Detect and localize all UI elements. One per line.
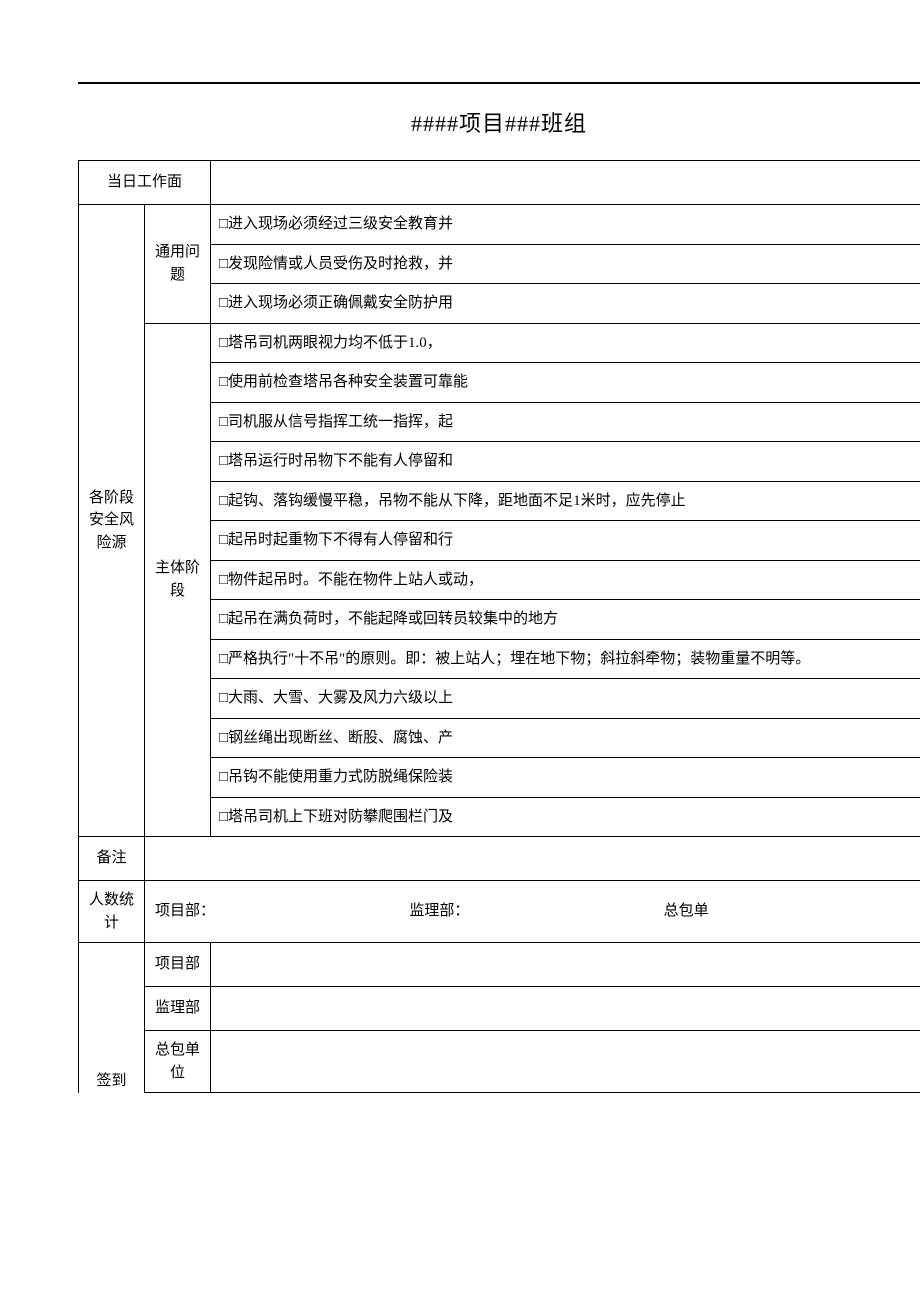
main-item: □使用前检查塔吊各种安全装置可靠能 xyxy=(211,363,920,403)
signin-supervisor-value xyxy=(211,987,920,1031)
general-item: □发现险情或人员受伤及时抢救，并 xyxy=(211,244,920,284)
signin-project-value xyxy=(211,943,920,987)
signin-supervisor-label: 监理部 xyxy=(145,987,211,1031)
workface-label: 当日工作面 xyxy=(79,161,211,205)
general-section-label: 通用问题 xyxy=(145,205,211,324)
count-contractor: 总包单 xyxy=(660,900,914,923)
main-item: □吊钩不能使用重力式防脱绳保险装 xyxy=(211,758,920,798)
count-fields: 项目部： 监理部： 总包单 xyxy=(145,881,920,943)
header-row: 当日工作面 xyxy=(79,161,920,205)
count-label: 人数统计 xyxy=(79,881,145,943)
general-item: □进入现场必须正确佩戴安全防护用 xyxy=(211,284,920,324)
risk-section-label: 各阶段安全风险源 xyxy=(79,205,145,837)
main-item: □物件起吊时。不能在物件上站人或动， xyxy=(211,560,920,600)
remark-row: 备注 xyxy=(79,837,920,881)
main-section-label: 主体阶段 xyxy=(145,323,211,837)
signin-contractor-value xyxy=(211,1031,920,1093)
main-item: □严格执行"十不吊"的原则。即：被上站人；埋在地下物；斜拉斜牵物；装物重量不明等… xyxy=(211,639,920,679)
main-item: □起吊在满负荷时，不能起降或回转员较集中的地方 xyxy=(211,600,920,640)
main-table: 当日工作面 各阶段安全风险源 通用问题 □进入现场必须经过三级安全教育并 □发现… xyxy=(78,160,920,1093)
signin-contractor-label: 总包单位 xyxy=(145,1031,211,1093)
remark-label: 备注 xyxy=(79,837,145,881)
main-item: □司机服从信号指挥工统一指挥，起 xyxy=(211,402,920,442)
remark-value xyxy=(145,837,920,881)
signin-label: 签到 xyxy=(79,943,145,1093)
main-item: □大雨、大雪、大雾及风力六级以上 xyxy=(211,679,920,719)
count-supervisor: 监理部： xyxy=(405,900,659,923)
count-row: 人数统计 项目部： 监理部： 总包单 xyxy=(79,881,920,943)
main-item: □塔吊运行时吊物下不能有人停留和 xyxy=(211,442,920,482)
main-item: □起钩、落钩缓慢平稳，吊物不能从下降，距地面不足1米时，应先停止 xyxy=(211,481,920,521)
main-item: □起吊时起重物下不得有人停留和行 xyxy=(211,521,920,561)
page-title: ####项目###班组 xyxy=(78,82,920,160)
workface-value xyxy=(211,161,920,205)
document-page: ####项目###班组 当日工作面 各阶段安全风险源 通用问题 □进入现场必须经… xyxy=(78,82,920,1093)
signin-project-label: 项目部 xyxy=(145,943,211,987)
general-item: □进入现场必须经过三级安全教育并 xyxy=(211,205,920,245)
main-item: □塔吊司机两眼视力均不低于1.0， xyxy=(211,323,920,363)
main-item: □塔吊司机上下班对防攀爬围栏门及 xyxy=(211,797,920,837)
count-project: 项目部： xyxy=(151,900,405,923)
main-item: □钢丝绳出现断丝、断股、腐蚀、产 xyxy=(211,718,920,758)
